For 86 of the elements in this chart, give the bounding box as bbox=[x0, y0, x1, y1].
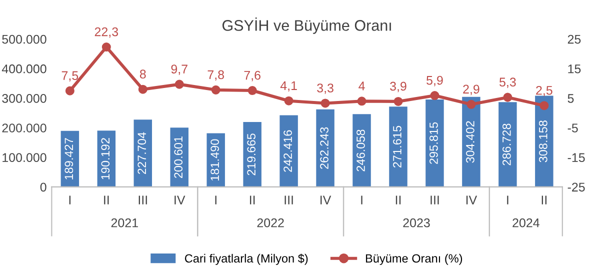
x-tick-label: II bbox=[396, 196, 401, 204]
data-label: 7,6 bbox=[244, 70, 260, 82]
bar bbox=[426, 99, 444, 187]
data-label: 227.704 bbox=[138, 132, 146, 174]
data-label: 5,9 bbox=[426, 76, 443, 86]
point bbox=[248, 86, 257, 96]
x-tick-label: IV bbox=[466, 196, 478, 204]
data-label: 200.601 bbox=[174, 136, 183, 178]
text: 2024 bbox=[512, 218, 540, 228]
data-label: 5,3 bbox=[499, 78, 516, 88]
point bbox=[357, 96, 366, 106]
data-label: 189.427 bbox=[64, 138, 74, 180]
point bbox=[503, 92, 512, 102]
y2-tick-label: -15 bbox=[568, 153, 585, 162]
data-label: 9,7 bbox=[171, 64, 188, 75]
data-label: 219.665 bbox=[247, 134, 256, 176]
y-tick-label: 100.000 bbox=[2, 153, 46, 162]
x-tick-label: III bbox=[284, 196, 293, 204]
data-label: 304.402 bbox=[466, 121, 474, 163]
bar bbox=[498, 102, 517, 187]
data-label: 2,9 bbox=[463, 84, 480, 96]
y2-tick-label: -5 bbox=[568, 124, 578, 132]
y2-tick-label: 5 bbox=[568, 94, 574, 103]
x-tick-label: II bbox=[542, 196, 546, 204]
bar bbox=[462, 96, 480, 187]
legend-label: Büyüme Oranı (%) bbox=[366, 254, 462, 265]
y-tick-label: 0 bbox=[40, 182, 46, 192]
y2-tick-label: 25 bbox=[568, 34, 581, 44]
data-label: 190.192 bbox=[101, 138, 110, 180]
bar bbox=[243, 122, 262, 187]
point bbox=[138, 84, 148, 94]
x-tick-label: II bbox=[250, 196, 255, 204]
data-label: 3,9 bbox=[390, 82, 406, 92]
point bbox=[320, 98, 330, 108]
chart-title: GSYİH ve Büyüme Oranı bbox=[222, 18, 391, 34]
text: 2023 bbox=[403, 218, 430, 228]
point bbox=[211, 85, 220, 94]
x-tick-label: II bbox=[104, 196, 109, 204]
point bbox=[284, 96, 294, 106]
x-tick-label: I bbox=[69, 196, 71, 204]
x-tick-label: III bbox=[430, 196, 439, 204]
point bbox=[466, 100, 476, 109]
x-tick-label: IV bbox=[320, 196, 332, 204]
y-tick-label: 200.000 bbox=[2, 124, 46, 132]
point bbox=[102, 42, 111, 52]
data-label: 242.416 bbox=[284, 130, 292, 172]
data-label: 2,5 bbox=[536, 86, 552, 96]
data-label: 8 bbox=[140, 70, 146, 79]
y2-tick-label: -25 bbox=[568, 182, 585, 192]
x-tick-label: I bbox=[361, 196, 362, 204]
y-tick-label: 300.000 bbox=[2, 94, 46, 103]
y-tick-label: 400.000 bbox=[2, 64, 46, 74]
bar bbox=[535, 96, 554, 187]
data-label: 3,3 bbox=[317, 84, 334, 94]
data-label: 286.728 bbox=[502, 124, 511, 166]
data-label: 7,5 bbox=[62, 71, 78, 82]
data-label: 262.243 bbox=[320, 127, 328, 169]
data-label: 308.158 bbox=[538, 120, 548, 162]
data-label: 246.058 bbox=[356, 130, 365, 172]
point bbox=[174, 80, 184, 89]
legend-label: Cari fiyatlarla (Milyon $) bbox=[184, 254, 308, 265]
data-label: 181.490 bbox=[210, 139, 220, 181]
bar bbox=[134, 120, 152, 187]
bar bbox=[316, 109, 334, 187]
x-tick-label: I bbox=[215, 196, 216, 204]
bar bbox=[352, 114, 371, 187]
text: 2022 bbox=[257, 218, 284, 228]
data-label: 22,3 bbox=[94, 27, 118, 38]
data-label: 7,8 bbox=[208, 70, 224, 81]
text: 2021 bbox=[111, 218, 138, 228]
y-tick-label: 500.000 bbox=[2, 34, 46, 44]
data-label: 295.815 bbox=[430, 122, 438, 164]
bar bbox=[389, 106, 408, 187]
data-label: 4 bbox=[358, 82, 365, 90]
point bbox=[430, 91, 440, 100]
data-label: 271.615 bbox=[393, 126, 402, 168]
bar bbox=[280, 115, 298, 187]
bar bbox=[170, 128, 188, 187]
y2-tick-label: 15 bbox=[568, 64, 581, 74]
x-tick-label: I bbox=[507, 196, 508, 204]
data-label: 4,1 bbox=[280, 81, 297, 92]
point bbox=[394, 96, 403, 106]
point bbox=[540, 101, 549, 110]
x-tick-label: IV bbox=[174, 196, 186, 204]
x-tick-label: III bbox=[138, 196, 147, 204]
point bbox=[65, 86, 74, 96]
